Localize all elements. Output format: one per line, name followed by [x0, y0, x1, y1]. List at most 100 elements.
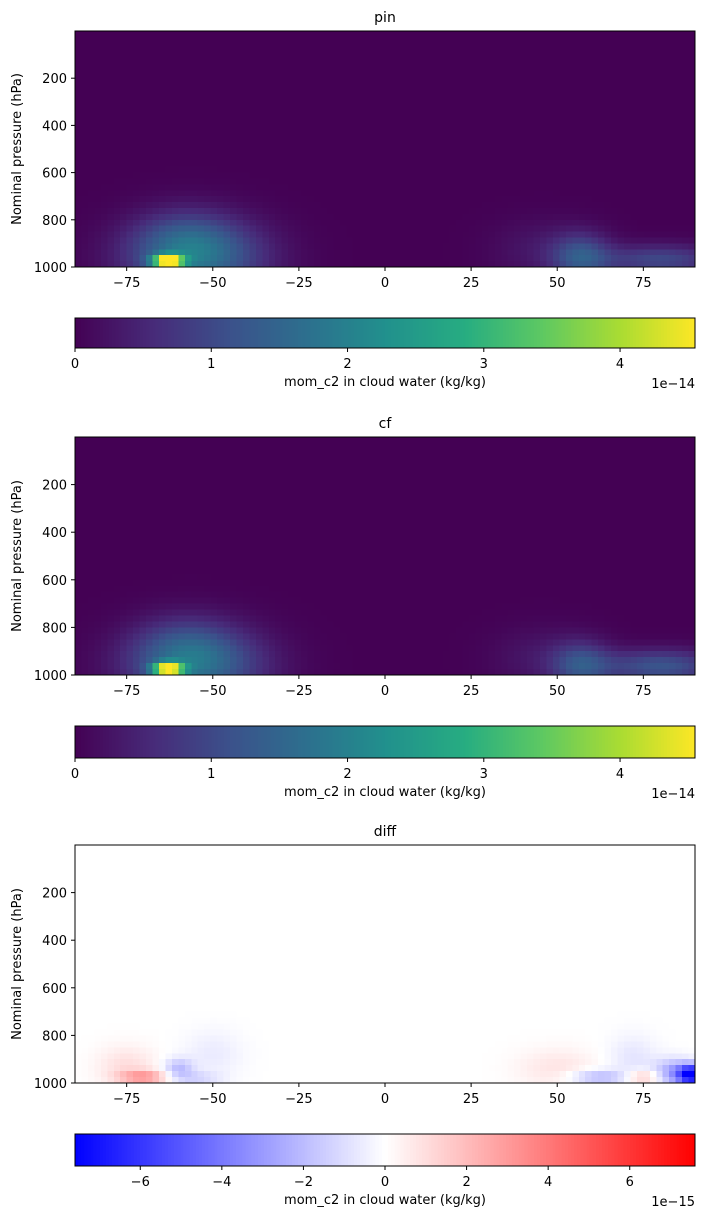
heatmap-cell — [210, 231, 218, 239]
heatmap-cell — [540, 78, 548, 85]
y-tick-label: 200 — [42, 72, 67, 87]
heatmap-cell — [171, 243, 179, 250]
heatmap-cell — [307, 160, 315, 168]
heatmap-cell — [475, 196, 483, 203]
heatmap-cell — [107, 160, 115, 168]
heatmap-cell — [611, 113, 619, 121]
heatmap-cell — [372, 95, 380, 103]
heatmap-cell — [533, 42, 541, 50]
heatmap-cell — [204, 237, 212, 244]
heatmap-cell — [87, 621, 95, 628]
heatmap-cell — [313, 84, 322, 91]
heatmap-cell — [236, 208, 244, 215]
heatmap-cell — [501, 231, 509, 239]
heatmap-cell — [294, 178, 302, 185]
heatmap-cell — [649, 36, 657, 44]
heatmap-cell — [255, 196, 263, 203]
heatmap-cell — [171, 502, 179, 509]
heatmap-cell — [669, 149, 677, 156]
heatmap-cell — [158, 36, 167, 44]
colorbar-swatch — [233, 318, 237, 348]
heatmap-cell — [598, 231, 606, 239]
heatmap-cell — [339, 78, 347, 85]
heatmap-cell — [675, 143, 683, 150]
heatmap-cell — [475, 42, 483, 50]
heatmap-cell — [75, 550, 83, 557]
heatmap-cell — [249, 36, 257, 44]
heatmap-cell — [75, 532, 83, 539]
heatmap-cell — [139, 550, 147, 557]
heatmap-cell — [611, 202, 619, 209]
heatmap-cell — [152, 573, 160, 581]
heatmap-cell — [242, 72, 250, 79]
heatmap-cell — [514, 60, 522, 67]
heatmap-cell — [617, 184, 625, 191]
heatmap-cell — [430, 166, 438, 174]
heatmap-cell — [94, 526, 102, 533]
colorbar-swatch — [440, 318, 445, 348]
heatmap-cell — [288, 66, 296, 73]
heatmap-cell — [152, 460, 160, 468]
heatmap-cell — [210, 585, 218, 593]
heatmap-cell — [120, 437, 128, 444]
heatmap-cell — [204, 231, 212, 239]
heatmap-cell — [139, 36, 147, 44]
heatmap-cell — [636, 196, 644, 203]
heatmap-cell — [75, 131, 83, 138]
heatmap-cell — [372, 178, 380, 185]
heatmap-cell — [126, 448, 134, 456]
heatmap-cell — [288, 154, 296, 162]
heatmap-cell — [171, 143, 179, 150]
heatmap-cell — [217, 208, 225, 215]
heatmap-cell — [326, 95, 334, 103]
colorbar-swatch — [502, 318, 507, 348]
heatmap-cell — [507, 101, 515, 109]
heatmap-cell — [527, 243, 535, 250]
heatmap-cell — [133, 663, 141, 670]
heatmap-cell — [636, 78, 644, 85]
heatmap-cell — [107, 651, 115, 658]
heatmap-cell — [449, 243, 457, 250]
heatmap-cell — [320, 172, 328, 180]
heatmap-cell — [133, 42, 141, 50]
heatmap-cell — [152, 508, 160, 515]
colorbar-swatch — [651, 318, 656, 348]
heatmap-cell — [430, 261, 438, 268]
heatmap-cell — [158, 627, 167, 634]
heatmap-cell — [546, 208, 554, 215]
heatmap-cell — [184, 208, 192, 215]
heatmap-cell — [197, 615, 205, 623]
heatmap-cell — [410, 95, 418, 103]
heatmap-cell — [281, 119, 289, 126]
heatmap-cell — [126, 538, 134, 545]
heatmap-cell — [326, 125, 334, 132]
heatmap-cell — [100, 42, 108, 50]
heatmap-cell — [630, 95, 638, 103]
heatmap-cell — [217, 213, 225, 221]
heatmap-cell — [288, 143, 296, 150]
colorbar-swatch — [422, 318, 426, 348]
heatmap-cell — [217, 544, 225, 551]
heatmap-cell — [339, 261, 347, 268]
colorbar-swatch — [133, 318, 138, 348]
heatmap-cell — [636, 48, 644, 56]
heatmap-cell — [656, 125, 664, 132]
colorbar-swatch — [617, 318, 622, 348]
heatmap-cell — [197, 657, 205, 664]
heatmap-cell — [430, 243, 438, 250]
heatmap-cell — [120, 460, 128, 468]
heatmap-cell — [288, 125, 296, 132]
heatmap-cell — [630, 184, 638, 191]
heatmap-cell — [184, 42, 192, 50]
heatmap-cell — [675, 125, 683, 132]
heatmap-cell — [165, 669, 173, 676]
heatmap-cell — [126, 255, 134, 262]
heatmap-cell — [178, 119, 186, 126]
heatmap-cell — [94, 101, 102, 109]
heatmap-cell — [552, 113, 560, 121]
heatmap-cell — [197, 544, 205, 551]
heatmap-cell — [591, 66, 599, 73]
heatmap-cell — [217, 202, 225, 209]
heatmap-cell — [456, 119, 464, 126]
